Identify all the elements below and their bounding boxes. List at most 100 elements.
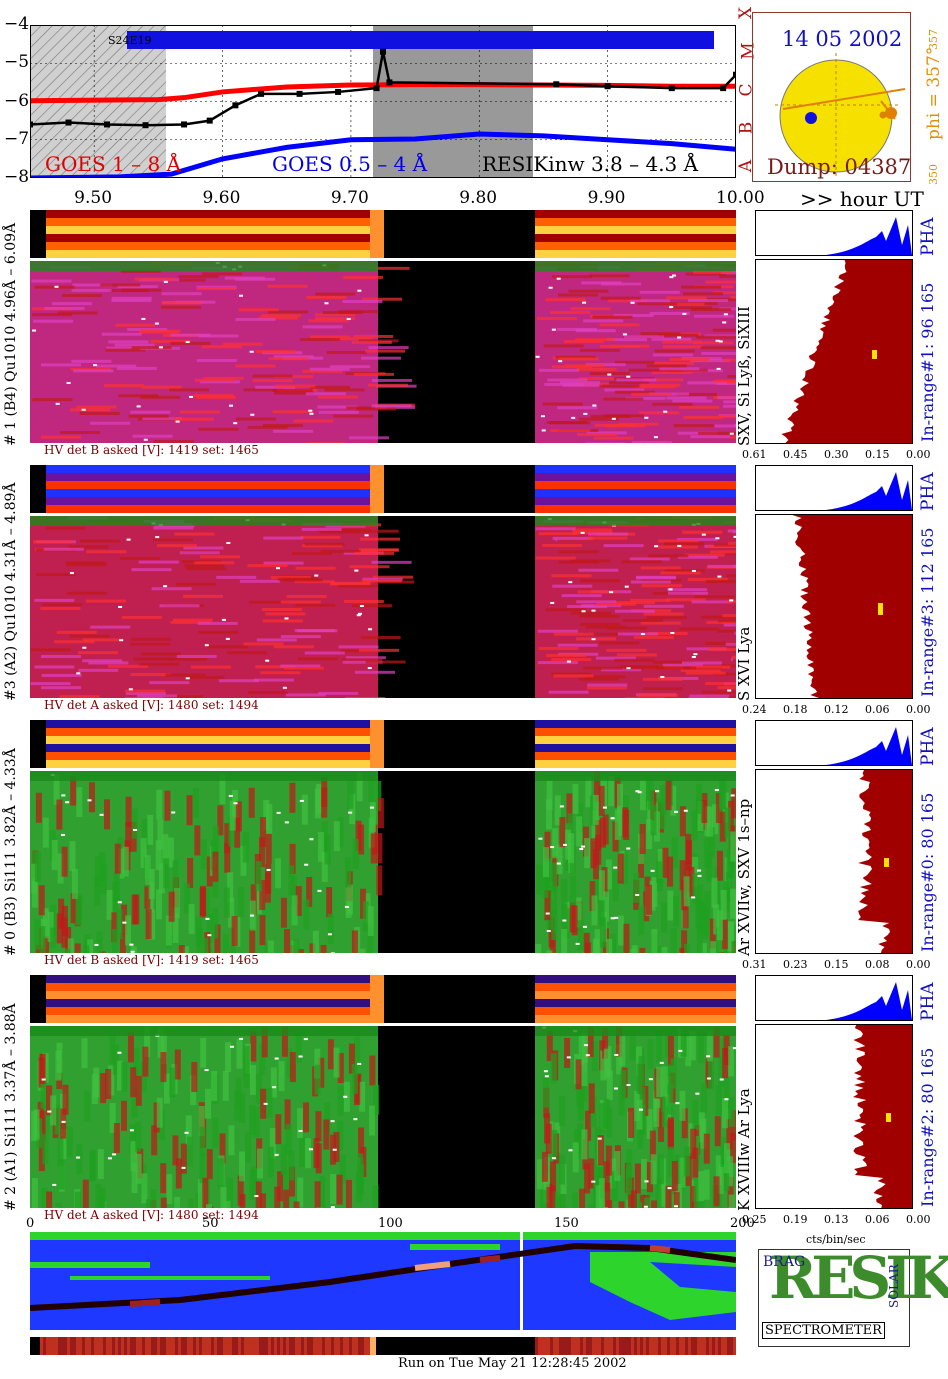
resik-point xyxy=(386,79,393,86)
logo-small-solar: SOLAR xyxy=(887,1264,901,1308)
detector-strip-2 xyxy=(30,720,736,768)
position-strip xyxy=(30,1232,736,1330)
detector-strip-3 xyxy=(30,975,736,1023)
logo-caption: SPECTROMETER xyxy=(762,1322,885,1339)
histogram-tick-label: 0.61 xyxy=(742,448,767,461)
x-tick-label: 10.00 xyxy=(716,188,765,208)
histogram-tick-label: 0.06 xyxy=(865,1213,890,1226)
pha-label: PHA xyxy=(918,982,938,1021)
sun-date: 14 05 2002 xyxy=(782,27,903,51)
histogram-tick-label: 0.45 xyxy=(783,448,808,461)
resik-point xyxy=(258,90,265,97)
x-tick-label: 9.80 xyxy=(459,188,498,208)
detector-side-label: # 1 (B4) Qu1010 4.96Å – 6.09Å xyxy=(3,222,19,446)
logo-small-brag: BRAG xyxy=(763,1254,806,1270)
pha-label: PHA xyxy=(918,727,938,766)
histogram-tick-label: 0.12 xyxy=(824,703,849,716)
histogram-tick-label: 0.00 xyxy=(906,448,931,461)
bottom-tick-label: 50 xyxy=(202,1216,219,1231)
pha-plot-3 xyxy=(755,975,913,1021)
bottom-axis-unit: cts/bin/sec xyxy=(806,1233,866,1246)
resik-point xyxy=(296,90,303,97)
sun-phi-small-bottom: 350 xyxy=(927,164,940,185)
spectral-lines-label: S XVI Lya xyxy=(735,626,753,701)
histogram-tick-label: 0.08 xyxy=(865,958,890,971)
region-band-label: S24E19 xyxy=(108,34,152,47)
pha-label: PHA xyxy=(918,217,938,256)
spectral-lines-label: SXV, Si Lyß, SiXIII xyxy=(735,306,753,446)
sun-panel: 14 05 2002 Dump: 04387 xyxy=(752,12,911,182)
logo-main-word: RESIK xyxy=(769,1244,948,1312)
in-range-label: In-range#0: 80 165 xyxy=(918,792,937,952)
resik-label: RESIKinw 3.8 – 4.3 Å xyxy=(482,152,699,176)
x-tick-label: 9.50 xyxy=(74,188,113,208)
detector-spectrogram-1 xyxy=(30,515,736,698)
in-range-label: In-range#2: 80 165 xyxy=(918,1047,937,1207)
detector-side-label: # 2 (A1) Si111 3.37Å – 3.88Å xyxy=(3,1003,19,1211)
spectrum-histogram-2 xyxy=(755,769,913,954)
sun-dump: Dump: 04387 xyxy=(767,155,912,179)
spectrum-histogram-3 xyxy=(755,1024,913,1209)
y-tick-label: −7 xyxy=(4,128,30,149)
resik-point xyxy=(181,121,188,128)
histogram-tick-label: 0.19 xyxy=(783,1213,808,1226)
status-strip xyxy=(30,1337,736,1355)
spectral-lines-label: K XVIIIw Ar Lya xyxy=(735,1088,753,1211)
active-region-marker xyxy=(805,112,817,124)
spectrum-histogram-0 xyxy=(755,259,913,444)
histogram-tick-label: 0.30 xyxy=(824,448,849,461)
histogram-tick-label: 0.25 xyxy=(742,1213,767,1226)
bottom-tick-label: 0 xyxy=(26,1216,35,1231)
pha-label: PHA xyxy=(918,472,938,511)
y-tick-label: −6 xyxy=(4,90,30,111)
sun-phi: phi = 357° xyxy=(924,46,944,140)
x-tick-label: 9.60 xyxy=(202,188,241,208)
footer-run-time: Run on Tue May 21 12:28:45 2002 xyxy=(398,1356,627,1371)
detector-strip-1 xyxy=(30,465,736,513)
histogram-tick-label: 0.15 xyxy=(824,958,849,971)
resik-point xyxy=(335,88,342,95)
histogram-tick-label: 0.06 xyxy=(865,703,890,716)
resik-point xyxy=(733,71,736,78)
y-tick-label: −4 xyxy=(4,14,30,34)
spectral-lines-label: Ar XVIIw, SXV 1s–np xyxy=(735,798,753,956)
spectrum-histogram-1 xyxy=(755,514,913,699)
detector-side-label: #3 (A2) Qu1010 4.31Å – 4.89Å xyxy=(3,482,19,701)
resik-point xyxy=(30,121,33,128)
histogram-tick-label: 0.13 xyxy=(824,1213,849,1226)
lightcurve-plot: S24E19 xyxy=(30,25,736,178)
histogram-tick-label: 0.00 xyxy=(906,703,931,716)
x-tick-label: 9.90 xyxy=(587,188,626,208)
detector-strip-0 xyxy=(30,210,736,258)
x-tick-label: 9.70 xyxy=(330,188,369,208)
pha-plot-1 xyxy=(755,465,913,511)
detector-side-label: # 0 (B3) Si111 3.82Å – 4.33Å xyxy=(3,748,19,956)
y-tick-label: −5 xyxy=(4,52,30,73)
series-line-2 xyxy=(30,51,736,127)
histogram-tick-label: 0.15 xyxy=(865,448,890,461)
resik-logo: RESIK BRAG SOLAR SPECTROMETER xyxy=(758,1244,948,1347)
histogram-tick-label: 0.23 xyxy=(783,958,808,971)
resik-point xyxy=(380,48,386,55)
histogram-tick-label: 0.00 xyxy=(906,1213,931,1226)
resik-point xyxy=(553,81,560,88)
histogram-tick-label: 0.00 xyxy=(906,958,931,971)
hv-status-text: HV det B asked [V]: 1419 set: 1465 xyxy=(44,443,259,457)
goes-lightcurve-panel: S24E19 xyxy=(30,25,736,178)
resik-point xyxy=(373,85,380,92)
hv-status-text: HV det A asked [V]: 1480 set: 1494 xyxy=(44,1208,259,1222)
bottom-tick-label: 200 xyxy=(730,1216,755,1231)
bottom-tick-label: 150 xyxy=(554,1216,579,1231)
pha-plot-0 xyxy=(755,210,913,256)
detector-spectrogram-3 xyxy=(30,1025,736,1208)
goes-short-label: GOES 0.5 – 4 Å xyxy=(272,152,428,176)
bottom-tick-label: 100 xyxy=(378,1216,403,1231)
region-band xyxy=(127,31,714,49)
histogram-tick-label: 0.24 xyxy=(742,703,767,716)
sun-phi-small-top: 357 xyxy=(927,29,940,50)
resik-point xyxy=(604,83,611,90)
y-tick-label: −8 xyxy=(4,167,30,187)
detector-spectrogram-2 xyxy=(30,770,736,953)
histogram-tick-label: 0.31 xyxy=(742,958,767,971)
hv-status-text: HV det A asked [V]: 1480 set: 1494 xyxy=(44,698,259,712)
